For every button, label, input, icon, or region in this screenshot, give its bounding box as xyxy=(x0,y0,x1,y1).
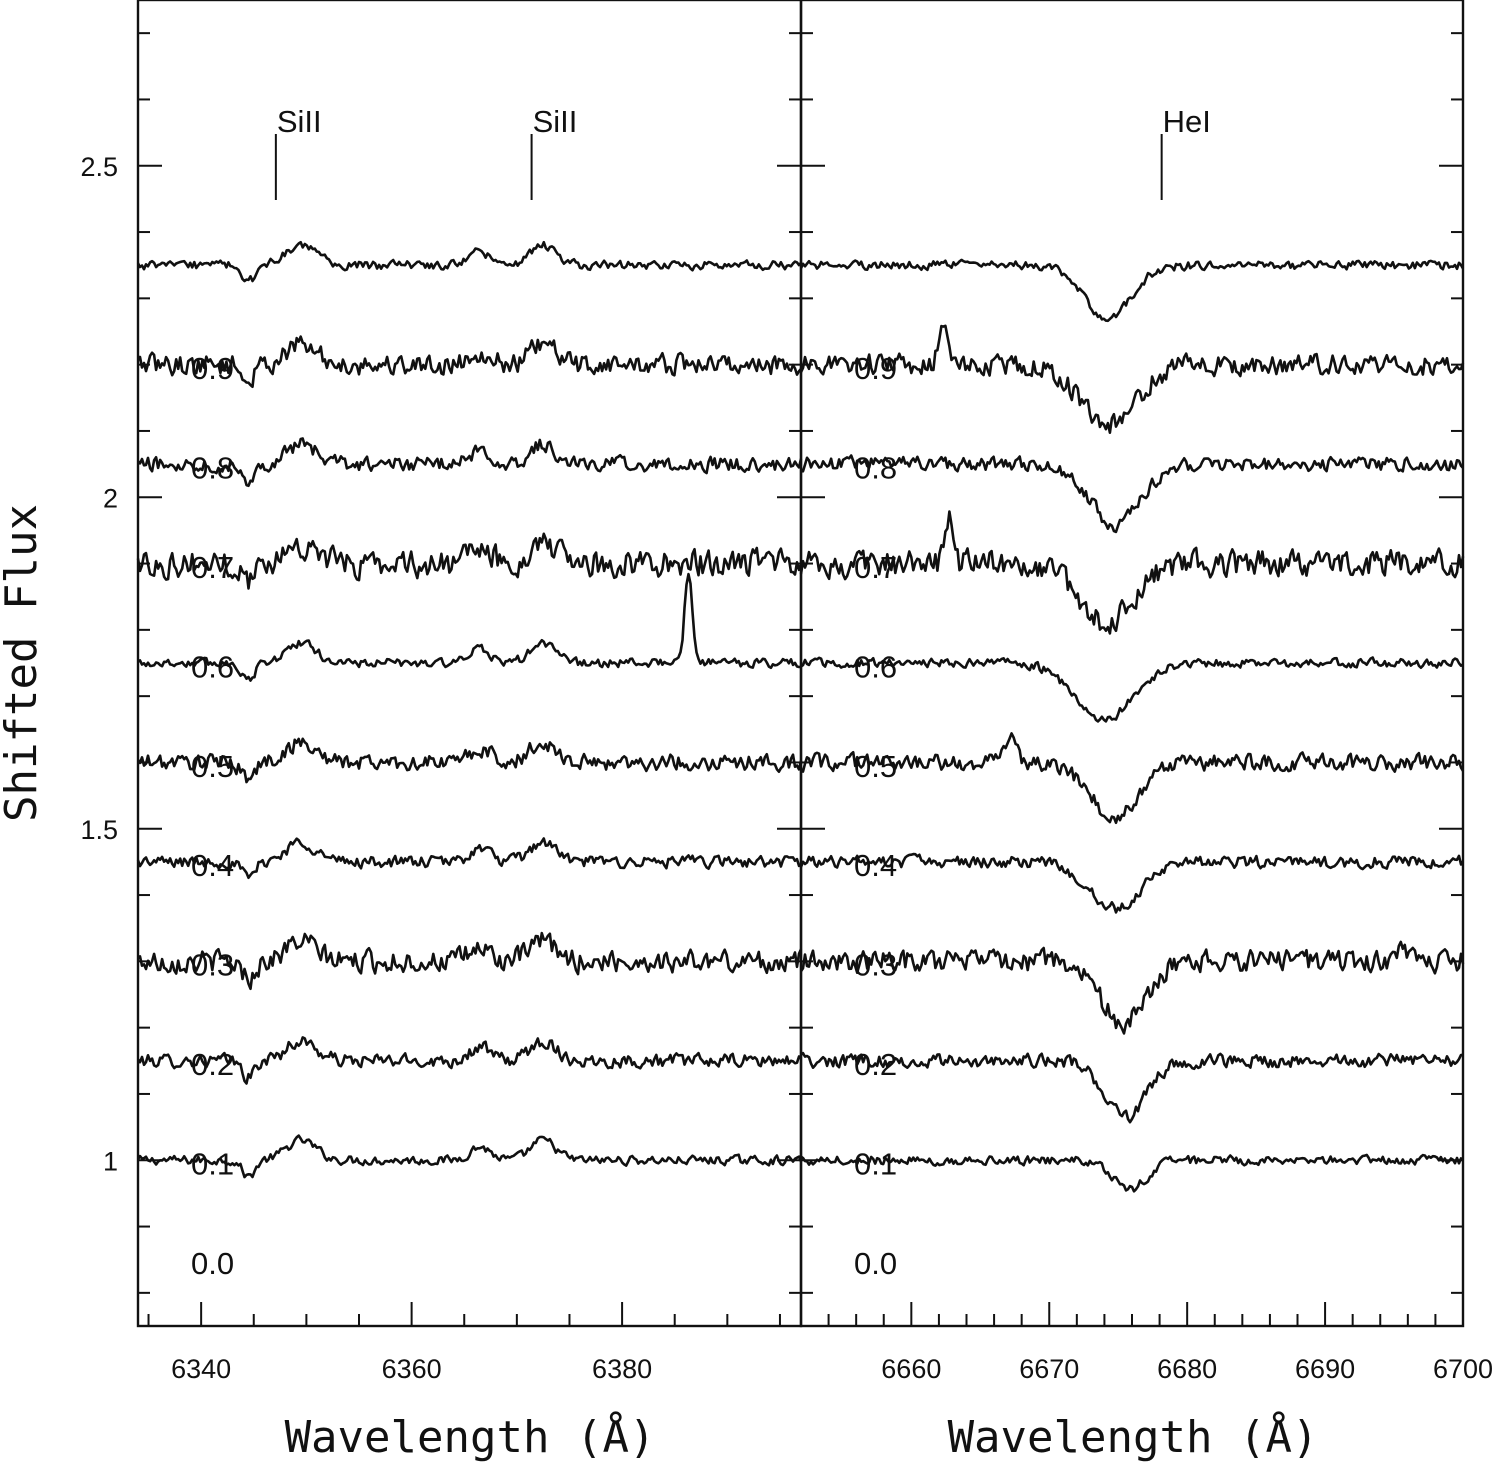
x-tick-label: 6340 xyxy=(171,1354,231,1384)
line-marker-label: SiII xyxy=(277,104,322,139)
phase-label: 0.1 xyxy=(191,1147,234,1182)
spectrum-line-phase-0-8-heI xyxy=(799,324,1465,435)
phase-label: 0.8 xyxy=(191,450,234,485)
spectrum-line-phase-0-6-siII xyxy=(136,532,803,590)
line-marker-label: HeI xyxy=(1163,104,1211,139)
phase-label: 0.3 xyxy=(854,948,897,983)
spectrum-line-phase-0-3-heI xyxy=(799,852,1465,914)
y-tick-label: 1 xyxy=(103,1146,118,1176)
spectrum-line-phase-0-2-siII xyxy=(137,931,803,991)
spectrum-line-phase-0-8-siII xyxy=(136,335,802,389)
x-tick-label: 6700 xyxy=(1433,1354,1493,1384)
spectra-layer xyxy=(136,240,1465,1193)
spectrum-line-phase-0-2-heI xyxy=(799,940,1465,1035)
phase-label: 0.5 xyxy=(854,749,897,784)
x-tick-label: 6660 xyxy=(881,1354,941,1384)
spectrum-line-phase-0-0-heI xyxy=(800,1153,1464,1193)
y-axis-title: Shifted Flux xyxy=(0,504,47,822)
y-tick-label: 1.5 xyxy=(80,815,118,845)
spectrum-line-phase-0-1-siII xyxy=(136,1036,802,1085)
left-x-axis-title: Wavelength (Å) xyxy=(285,1410,656,1463)
spectrum-line-phase-0-3-siII xyxy=(136,837,802,880)
phase-label: 0.2 xyxy=(854,1047,897,1082)
phase-label: 0.6 xyxy=(191,649,234,684)
phase-label: 0.9 xyxy=(854,351,897,386)
spectrum-line-phase-0-5-heI xyxy=(800,656,1464,723)
y-tick-label: 2 xyxy=(103,483,118,513)
phase-label: 0.0 xyxy=(854,1246,897,1281)
x-tick-label: 6690 xyxy=(1295,1354,1355,1384)
phase-label: 0.8 xyxy=(854,450,897,485)
spectrum-line-phase-0-9-siII xyxy=(136,240,802,283)
phase-label: 0.5 xyxy=(191,749,234,784)
phase-label: 0.1 xyxy=(854,1147,897,1182)
spectrum-line-phase-0-6-heI xyxy=(799,510,1465,635)
phase-label: 0.7 xyxy=(854,550,897,585)
spectrum-line-phase-0-5-siII xyxy=(137,572,802,682)
phase-label: 0.7 xyxy=(191,550,234,585)
line-marker-label: SiII xyxy=(533,104,578,139)
x-tick-label: 6670 xyxy=(1019,1354,1079,1384)
phase-label: 0.2 xyxy=(191,1047,234,1082)
phase-label: 0.4 xyxy=(191,848,234,883)
labels-layer: 1 1.5 2 2.5 6340 6360 6380 SiII SiII 0.0 0.1 0.2 0.3… xyxy=(80,104,1493,1384)
phase-label: 0.3 xyxy=(191,948,234,983)
phase-label: 0.9 xyxy=(191,351,234,386)
x-tick-label: 6380 xyxy=(592,1354,652,1384)
phase-label: 0.0 xyxy=(191,1246,234,1281)
right-panel-frame xyxy=(799,0,1465,1328)
spectrum-line-phase-0-4-siII xyxy=(136,737,803,784)
spectrum-line-phase-0-1-heI xyxy=(800,1051,1464,1124)
x-tick-label: 6360 xyxy=(382,1354,442,1384)
right-x-axis-title: Wavelength (Å) xyxy=(948,1410,1319,1463)
phase-label: 0.4 xyxy=(854,848,897,883)
spectrum-line-phase-0-7-heI xyxy=(800,454,1464,534)
spectrum-line-phase-0-9-heI xyxy=(799,258,1465,323)
spectrum-line-phase-0-0-siII xyxy=(136,1134,803,1179)
phase-label: 0.6 xyxy=(854,649,897,684)
spectrum-line-phase-0-7-siII xyxy=(137,437,803,488)
spectrum-line-phase-0-4-heI xyxy=(800,732,1465,825)
x-tick-label: 6680 xyxy=(1157,1354,1217,1384)
y-tick-label: 2.5 xyxy=(80,152,118,182)
